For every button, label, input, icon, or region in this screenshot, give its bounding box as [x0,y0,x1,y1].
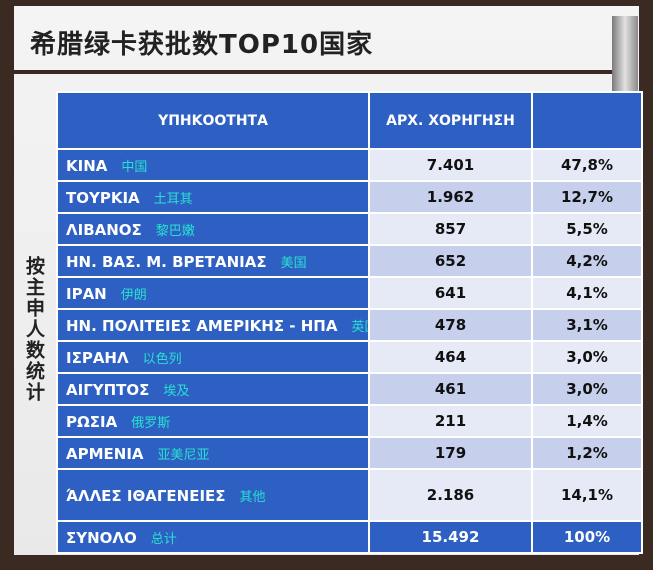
count-cell: 478 [368,308,533,342]
count-cell: 1.962 [368,180,533,214]
column-header-nationality: ΥΠΗΚΟΟΤΗΤΑ [56,91,370,150]
percent-cell: 12,7% [531,180,643,214]
country-cell: ΤΟΥΡΚΙΑ 土耳其 [56,180,370,214]
percent-cell: 4,2% [531,244,643,278]
percent-cell: 4,1% [531,276,643,310]
country-name-cn: 埃及 [163,383,190,399]
count-cell: 2.186 [368,468,533,522]
country-name-cn: 土耳其 [153,191,193,207]
side-label: 按主申人数统计 [23,256,45,403]
country-name-cn: 英国 [351,319,367,335]
percent-cell: 5,5% [531,212,643,246]
country-name: ΡΩΣΙΑ [66,412,118,431]
percent-cell: 47,8% [531,148,643,182]
column-header-initial-grants: ΑΡΧ. ΧΟΡΗΓΗΣΗ [368,91,533,150]
country-cell: ΙΣΡΑΗΛ 以色列 [56,340,370,374]
count-cell: 464 [368,340,533,374]
table-row: ΤΟΥΡΚΙΑ 土耳其 1.962 12,7% [56,180,643,214]
percent-cell: 3,0% [531,372,643,406]
table-row: ΑΙΓΥΠΤΟΣ 埃及 461 3,0% [56,372,643,406]
slide: 希腊绿卡获批数TOP10国家 按主申人数统计 ΥΠΗΚΟΟΤΗΤΑ ΑΡΧ. Χ… [14,6,643,555]
table-header-row: ΥΠΗΚΟΟΤΗΤΑ ΑΡΧ. ΧΟΡΗΓΗΣΗ [56,91,643,150]
country-name-cn: 黎巴嫩 [155,223,195,239]
total-percent-cell: 100% [531,520,643,554]
country-name: ΛΙΒΑΝΟΣ [66,220,142,239]
country-name-cn: 中国 [121,159,148,175]
country-name: ΤΟΥΡΚΙΑ [66,188,140,207]
table-row-other: ΆΛΛΕΣ ΙΘΑΓΕΝΕΙΕΣ 其他 2.186 14,1% [56,468,643,522]
count-cell: 857 [368,212,533,246]
count-cell: 641 [368,276,533,310]
count-cell: 461 [368,372,533,406]
country-cell: ΗΝ. ΒΑΣ. Μ. ΒΡΕΤΑΝΙΑΣ 美国 [56,244,370,278]
country-cell: ΚΙΝΑ 中国 [56,148,370,182]
table-row-total: ΣΥΝΟΛΟ 总计 15.492 100% [56,520,643,554]
decorative-bar [612,16,638,96]
title-divider [14,70,612,74]
country-cell: ΑΡΜΕΝΙΑ 亚美尼亚 [56,436,370,470]
percent-cell: 3,0% [531,340,643,374]
percent-cell: 14,1% [531,468,643,522]
count-cell: 179 [368,436,533,470]
total-label: ΣΥΝΟΛΟ [66,528,137,547]
country-name: ΗΝ. ΒΑΣ. Μ. ΒΡΕΤΑΝΙΑΣ [66,252,267,271]
country-name: ΑΡΜΕΝΙΑ [66,444,144,463]
table-row: ΗΝ. ΠΟΛΙΤΕΙΕΣ ΑΜΕΡΙΚΗΣ - ΗΠΑ 英国 478 3,1% [56,308,643,342]
count-cell: 7.401 [368,148,533,182]
column-header-percent [531,91,643,150]
table-row: ΙΣΡΑΗΛ 以色列 464 3,0% [56,340,643,374]
frame-left [0,0,14,570]
country-name: ΙΡΑΝ [66,284,107,303]
percent-cell: 1,4% [531,404,643,438]
country-cell: ΙΡΑΝ 伊朗 [56,276,370,310]
country-cell: ΛΙΒΑΝΟΣ 黎巴嫩 [56,212,370,246]
country-name: ΚΙΝΑ [66,156,108,175]
total-count-cell: 15.492 [368,520,533,554]
country-name: ΗΝ. ΠΟΛΙΤΕΙΕΣ ΑΜΕΡΙΚΗΣ - ΗΠΑ [66,316,338,335]
country-cell: ΑΙΓΥΠΤΟΣ 埃及 [56,372,370,406]
frame-top [0,0,653,6]
country-name-cn: 俄罗斯 [131,415,171,431]
total-label-cn: 总计 [150,531,177,547]
country-cell: ΡΩΣΙΑ 俄罗斯 [56,404,370,438]
approvals-table: ΥΠΗΚΟΟΤΗΤΑ ΑΡΧ. ΧΟΡΗΓΗΣΗ ΚΙΝΑ 中国 7.401 47… [56,91,643,554]
table-row: ΑΡΜΕΝΙΑ 亚美尼亚 179 1,2% [56,436,643,470]
page-title: 希腊绿卡获批数TOP10国家 [30,30,374,60]
frame-right [639,0,653,570]
country-name-cn: 伊朗 [120,287,147,303]
country-name-cn: 其他 [239,489,266,505]
count-cell: 211 [368,404,533,438]
country-name: ΑΙΓΥΠΤΟΣ [66,380,150,399]
frame-bottom [0,555,653,570]
percent-cell: 1,2% [531,436,643,470]
country-name-cn: 以色列 [142,351,182,367]
country-name: ΙΣΡΑΗΛ [66,348,129,367]
country-name: ΆΛΛΕΣ ΙΘΑΓΕΝΕΙΕΣ [66,486,226,505]
table-row: ΗΝ. ΒΑΣ. Μ. ΒΡΕΤΑΝΙΑΣ 美国 652 4,2% [56,244,643,278]
table-row: ΡΩΣΙΑ 俄罗斯 211 1,4% [56,404,643,438]
table-row: ΚΙΝΑ 中国 7.401 47,8% [56,148,643,182]
percent-cell: 3,1% [531,308,643,342]
country-cell: ΗΝ. ΠΟΛΙΤΕΙΕΣ ΑΜΕΡΙΚΗΣ - ΗΠΑ 英国 [56,308,370,342]
country-name-cn: 美国 [280,255,307,271]
table-row: ΛΙΒΑΝΟΣ 黎巴嫩 857 5,5% [56,212,643,246]
count-cell: 652 [368,244,533,278]
table-row: ΙΡΑΝ 伊朗 641 4,1% [56,276,643,310]
country-name-cn: 亚美尼亚 [157,447,210,463]
country-cell: ΆΛΛΕΣ ΙΘΑΓΕΝΕΙΕΣ 其他 [56,468,370,522]
total-label-cell: ΣΥΝΟΛΟ 总计 [56,520,370,554]
